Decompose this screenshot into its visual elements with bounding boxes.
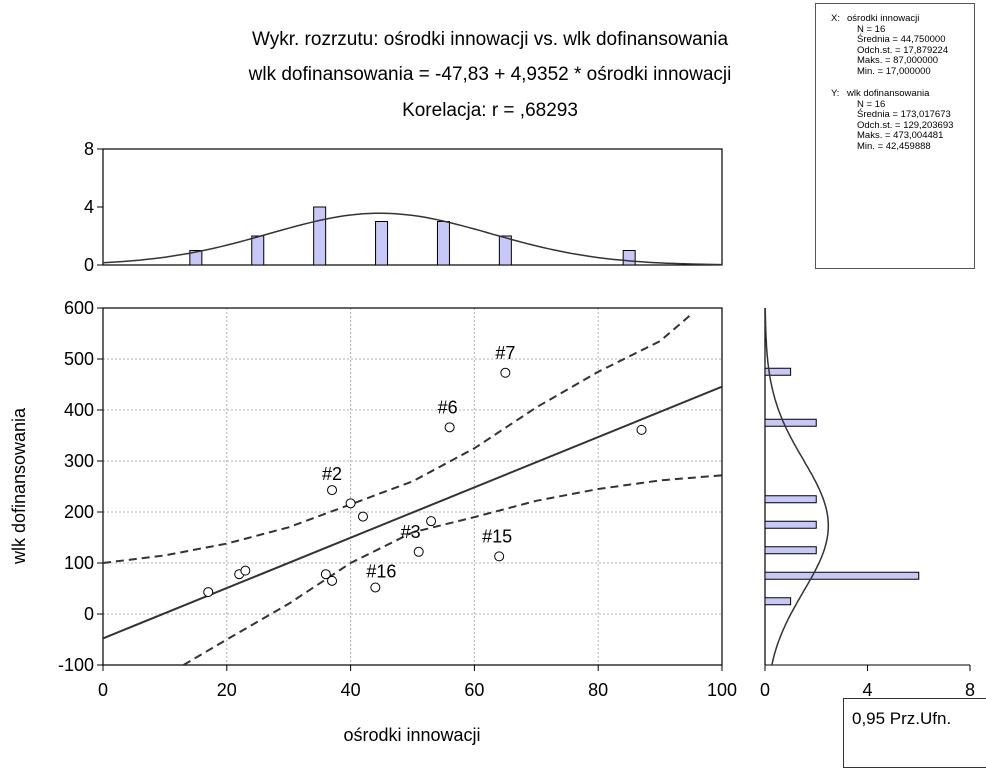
y-tick-label: -100	[58, 655, 94, 675]
stats-x-line: Min. = 17,000000	[857, 65, 931, 77]
stats-x-line: Maks. = 87,000000	[857, 55, 939, 66]
stats-x-line: Odch.st. = 17,879224	[857, 44, 949, 56]
x-hist-bar	[622, 250, 636, 266]
data-point	[444, 422, 455, 433]
point-label: #16	[366, 561, 396, 581]
x-tick-label: 40	[341, 680, 361, 700]
x-hist-tick-label: 8	[84, 139, 94, 159]
confidence-band-lower	[182, 474, 722, 665]
x-hist-tick-label: 0	[84, 255, 94, 275]
x-hist-tick-label: 4	[84, 197, 94, 217]
stats-y-line: Maks. = 473,004481	[857, 130, 944, 141]
y-hist-bar	[764, 495, 817, 504]
stats-x-line: Średnia = 44,750000	[857, 34, 946, 45]
y-hist-tick-label: 8	[965, 680, 975, 700]
y-hist-tick-label: 0	[760, 680, 770, 700]
stats-y-name: wlk dofinansowania	[847, 88, 930, 99]
y-tick-label: 100	[64, 553, 94, 573]
stats-y-block: Y: wlk dofinansowania N = 16 Średnia = 1…	[831, 88, 974, 152]
x-hist-bar	[251, 235, 265, 266]
x-hist-bar	[498, 235, 512, 266]
y-hist-bar	[764, 418, 817, 427]
data-point	[320, 569, 331, 580]
x-hist-normal-curve	[102, 212, 723, 266]
title-line-3: Korelacja: r = ,68293	[402, 100, 578, 121]
stats-y-line: N = 16	[857, 98, 886, 110]
x-tick-label: 60	[464, 680, 484, 700]
data-point	[327, 485, 338, 496]
y-hist-normal-curve	[765, 308, 830, 665]
stats-panel: X: ośrodki innowacji N = 16 Średnia = 44…	[815, 3, 975, 269]
y-hist-bar	[764, 571, 920, 580]
x-hist-bar	[189, 250, 203, 266]
y-tick-label: 400	[64, 400, 94, 420]
main-plot-frame	[102, 307, 723, 666]
confidence-band-upper	[103, 313, 692, 564]
stats-y-line: Min. = 42,459888	[857, 140, 931, 152]
x-axis-label: ośrodki innowacji	[343, 725, 480, 745]
data-point	[240, 565, 251, 576]
data-point	[636, 424, 647, 435]
stats-y-tag: Y:	[831, 88, 840, 99]
legend-confidence-label: 0,95 Prz.Ufn.	[852, 709, 952, 728]
x-hist-bar	[313, 206, 327, 266]
y-hist-bar	[764, 520, 817, 529]
data-point	[327, 575, 338, 586]
x-tick-label: 20	[217, 680, 237, 700]
y-tick-label: 500	[64, 349, 94, 369]
data-point	[370, 582, 381, 593]
y-hist-tick-label: 4	[862, 680, 872, 700]
point-label: #7	[495, 343, 515, 363]
y-hist-bar	[764, 597, 792, 606]
x-hist-bar	[436, 221, 450, 266]
data-point	[413, 546, 424, 557]
y-hist-bar	[764, 546, 817, 555]
stats-x-name: ośrodki innowacji	[847, 13, 920, 24]
stats-y-line: Średnia = 173,017673	[857, 109, 951, 120]
x-tick-label: 0	[98, 680, 108, 700]
y-tick-label: 600	[64, 298, 94, 318]
x-hist-bar	[375, 221, 389, 266]
y-hist-bar	[764, 367, 792, 376]
point-label: #6	[438, 397, 458, 417]
point-label: #15	[482, 526, 512, 546]
point-label: #3	[401, 522, 421, 542]
point-label: #2	[322, 464, 342, 484]
legend-box: 0,95 Prz.Ufn.	[843, 698, 986, 768]
y-tick-label: 300	[64, 451, 94, 471]
data-point	[345, 498, 356, 509]
data-point	[500, 367, 511, 378]
title-line-1: Wykr. rozrzutu: ośrodki innowacji vs. wl…	[252, 29, 729, 50]
data-point	[357, 511, 368, 522]
y-tick-label: 200	[64, 502, 94, 522]
x-tick-label: 80	[588, 680, 608, 700]
stats-x-block: X: ośrodki innowacji N = 16 Średnia = 44…	[831, 13, 974, 77]
data-point	[494, 551, 505, 562]
y-tick-label: 0	[84, 604, 94, 624]
data-point	[203, 587, 214, 598]
stats-y-line: Odch.st. = 129,203693	[857, 119, 954, 131]
data-point	[426, 516, 437, 527]
title-line-2: wlk dofinansowania = -47,83 + 4,9352 * o…	[248, 64, 732, 85]
x-tick-label: 100	[707, 680, 737, 700]
stats-x-tag: X:	[831, 13, 840, 24]
regression-line	[103, 385, 722, 640]
stats-x-line: N = 16	[857, 23, 886, 35]
y-axis-label: wlk dofinansowania	[9, 407, 29, 565]
x-histogram-frame	[102, 148, 723, 266]
